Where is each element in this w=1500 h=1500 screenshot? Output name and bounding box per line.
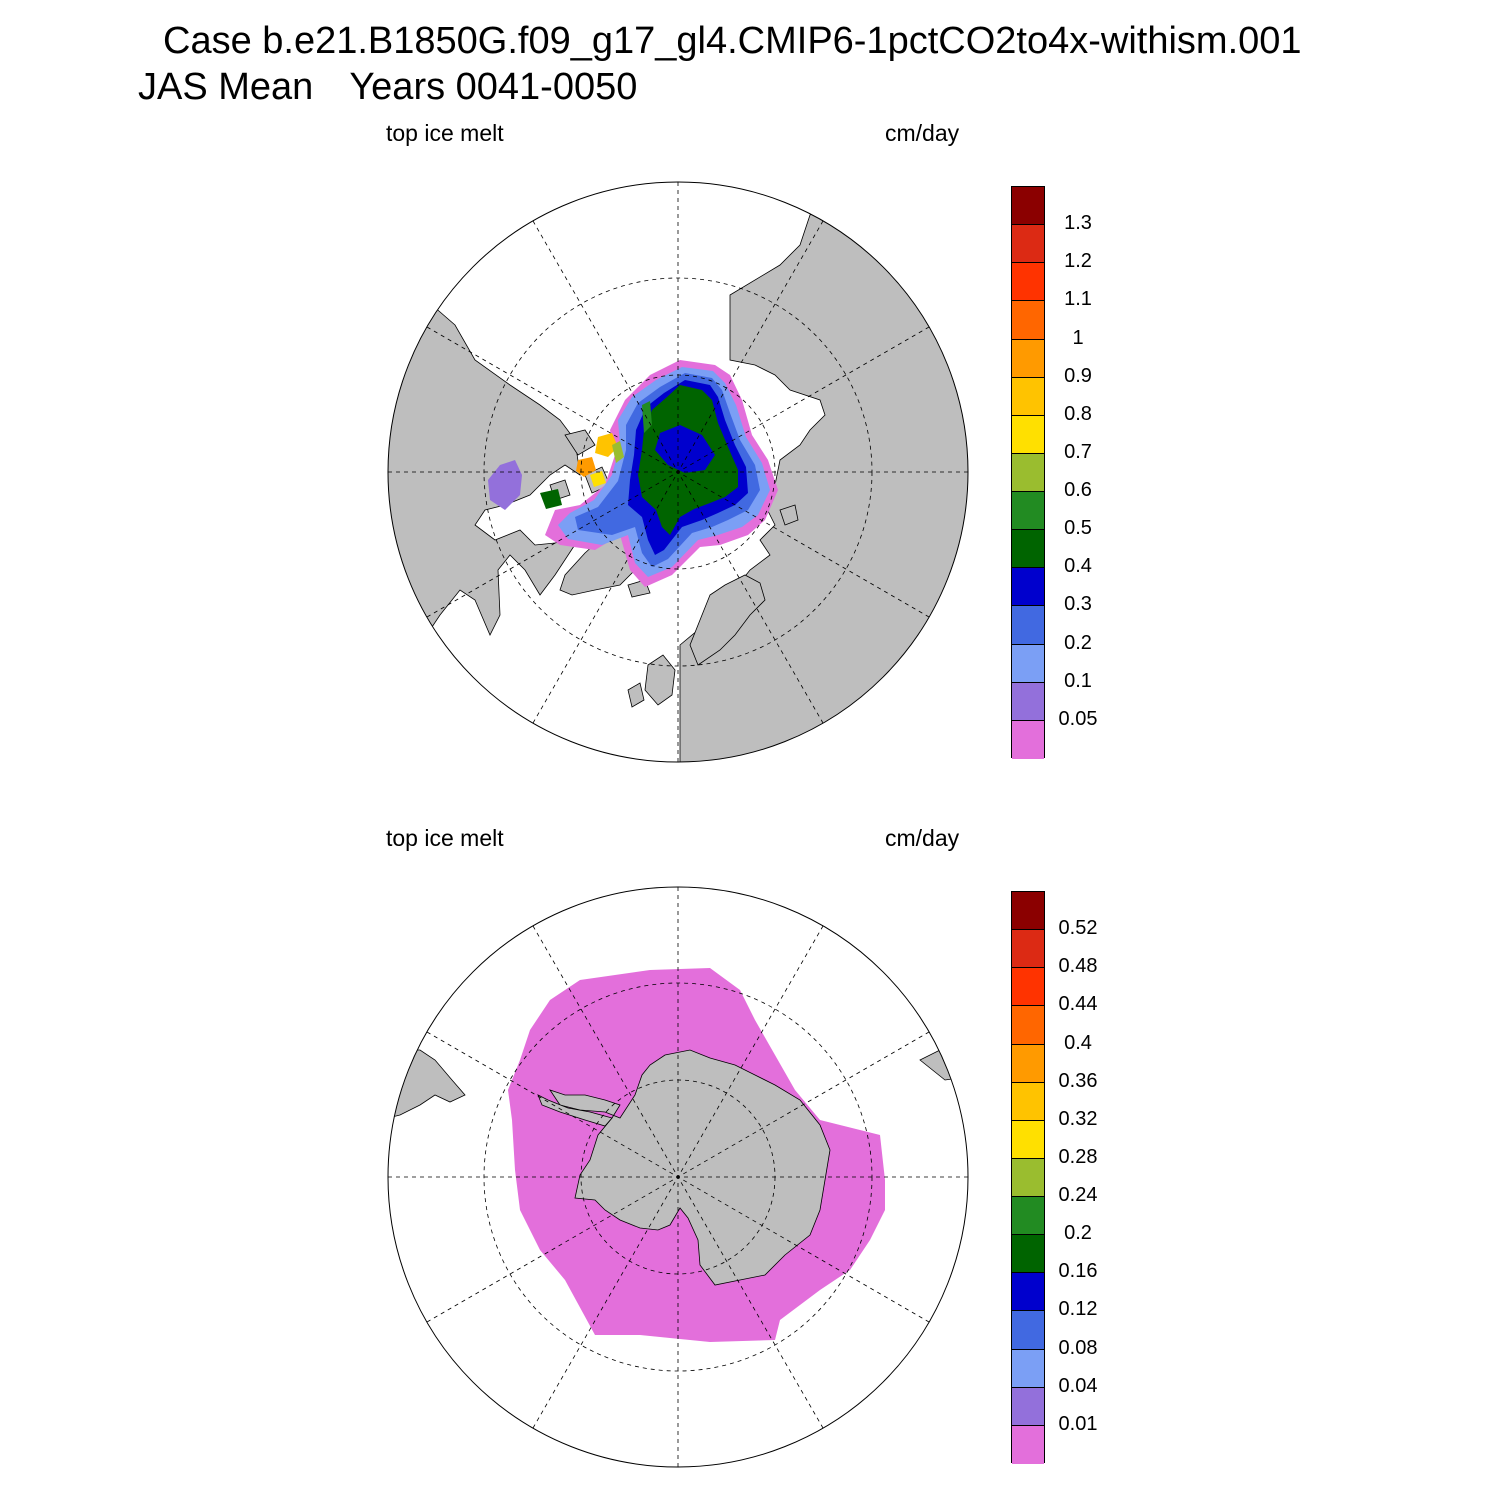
colorbar-swatch [1012,1235,1044,1274]
colorbar-tick-label: 1 [1072,326,1084,349]
colorbar-tick-label: 0.4 [1064,1031,1092,1054]
colorbar-swatch [1012,339,1044,378]
colorbar-tick-label: 0.12 [1058,1298,1098,1321]
years-label: Years 0041-0050 [349,66,638,108]
scandinavia [689,574,766,666]
variable-label: top ice melt [386,825,504,851]
colorbar-north [1011,186,1045,759]
colorbar-swatch [1012,1197,1044,1236]
colorbar-swatch [1012,301,1044,340]
variable-label: top ice melt [386,120,504,146]
mean-label: JAS Mean [138,66,314,108]
colorbar-swatch [1012,1044,1044,1083]
colorbar-tick-label: 0.1 [1064,669,1092,692]
colorbar-swatch [1012,1082,1044,1121]
colorbar-tick-label: 0.52 [1058,917,1098,940]
colorbar-swatch [1012,606,1044,645]
colorbar-swatch [1012,930,1044,969]
colorbar-tick-label: 0.3 [1064,593,1092,616]
colorbar-tick-label: 0.48 [1058,955,1098,978]
north-america [388,182,581,646]
colorbar-swatch [1012,492,1044,531]
colorbar-tick-label: 0.5 [1064,517,1092,540]
colorbar-swatch [1012,1006,1044,1045]
colorbar-tick-label: 0.44 [1058,993,1098,1016]
period-title: JAS Mean Years 0041-0050 [138,66,637,109]
graticule [388,182,968,762]
colorbar-swatch [1012,530,1044,569]
colorbar-tick-label: 1.1 [1064,288,1092,311]
colorbar-tick-label: 0.4 [1064,555,1092,578]
colorbar-tick-label: 0.01 [1058,1412,1098,1435]
colorbar-swatch [1012,1311,1044,1350]
colorbar-swatch [1012,682,1044,721]
colorbar-swatch [1012,1349,1044,1388]
colorbar-tick-label: 0.36 [1058,1069,1098,1092]
colorbar-swatch [1012,720,1044,759]
colorbar-swatch [1012,1158,1044,1197]
colorbar-tick-label: 0.28 [1058,1145,1098,1168]
british-isles [644,654,676,706]
colorbar-swatch [1012,377,1044,416]
colorbar-tick-label: 0.7 [1064,440,1092,463]
colorbar-tick-label: 0.2 [1064,631,1092,654]
colorbar-tick-label: 0.08 [1058,1336,1098,1359]
colorbar-swatch [1012,453,1044,492]
colorbar-tick-label: 0.2 [1064,1222,1092,1245]
colorbar-tick-label: 0.32 [1058,1107,1098,1130]
units-label: cm/day [885,120,960,146]
colorbar-tick-label: 1.3 [1064,212,1092,235]
colorbar-swatch [1012,568,1044,607]
north-polar-map [387,181,969,763]
colorbar-swatch [1012,892,1044,931]
colorbar-tick-label: 0.8 [1064,402,1092,425]
colorbar-swatch [1012,968,1044,1007]
colorbar-swatch [1012,1387,1044,1426]
colorbar-tick-label: 0.9 [1064,364,1092,387]
colorbar-swatch [1012,644,1044,683]
antarctica [549,1049,831,1286]
colorbar-tick-label: 0.6 [1064,479,1092,502]
colorbar-tick-label: 0.16 [1058,1260,1098,1283]
colorbar-tick-label: 0.04 [1058,1374,1098,1397]
colorbar-swatch [1012,263,1044,302]
colorbar-swatch [1012,187,1044,226]
units-label: cm/day [885,825,960,851]
colorbar-south [1011,891,1045,1464]
colorbar-tick-label: 0.05 [1058,707,1098,730]
colorbar-swatch [1012,1425,1044,1464]
colorbar-tick-label: 0.24 [1058,1184,1098,1207]
colorbar-swatch [1012,1273,1044,1312]
colorbar-swatch [1012,225,1044,264]
case-title: Case b.e21.B1850G.f09_g17_gl4.CMIP6-1pct… [163,20,1302,62]
south-polar-map [387,886,969,1468]
colorbar-swatch [1012,1120,1044,1159]
colorbar-tick-label: 1.2 [1064,250,1092,273]
south-america [388,1049,466,1121]
colorbar-swatch [1012,415,1044,454]
